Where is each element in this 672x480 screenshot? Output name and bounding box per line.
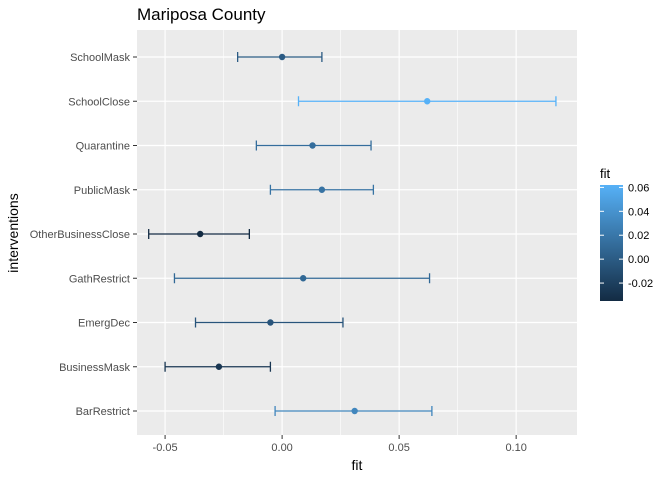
data-point	[215, 363, 223, 370]
y-axis-title: interventions	[5, 193, 21, 272]
y-tick-label: Quarantine	[76, 141, 130, 153]
y-tick-label: OtherBusinessClose	[30, 229, 130, 241]
data-point	[309, 142, 316, 149]
legend-tick-label: 0.06	[628, 182, 649, 194]
x-tick-label: 0.10	[505, 442, 526, 454]
legend-title: fit	[600, 166, 611, 181]
x-tick-label: 0.05	[388, 442, 409, 454]
legend-ticks: 0.06 0.04 0.02 0.00 -0.02	[600, 182, 653, 290]
x-axis-title: fit	[352, 457, 363, 473]
data-point	[278, 53, 286, 61]
data-point	[299, 275, 307, 282]
data-point	[351, 407, 358, 415]
y-tick-label: BarRestrict	[76, 406, 130, 418]
y-tick-label: SchoolClose	[68, 96, 130, 108]
x-tick-label: 0.00	[271, 442, 292, 454]
y-tick-label: PublicMask	[74, 185, 131, 197]
x-tick-label: -0.05	[153, 442, 178, 454]
legend-tick-label: 0.02	[628, 230, 649, 242]
data-point	[267, 319, 274, 326]
legend-tick-label: 0.04	[628, 206, 649, 218]
legend-tick-label: -0.02	[628, 278, 653, 290]
data-point	[318, 186, 326, 193]
axes: -0.05 0.00 0.05 0.10 SchoolMask SchoolClose Qu…	[30, 52, 527, 454]
y-tick-label: EmergDec	[78, 318, 130, 330]
y-tick-label: GathRestrict	[69, 273, 130, 285]
data-point	[196, 230, 204, 238]
plot-panel	[137, 30, 577, 435]
data-point	[424, 98, 431, 105]
y-tick-label: SchoolMask	[70, 52, 130, 64]
chart-title: Mariposa County	[137, 5, 266, 24]
legend-tick-label: 0.00	[628, 254, 649, 266]
legend-color-bar	[600, 185, 623, 301]
y-tick-label: BusinessMask	[59, 362, 130, 374]
data-marks	[148, 52, 557, 416]
legend: fit 0.06 0.04 0.02 0.00 -0.02	[600, 166, 653, 301]
